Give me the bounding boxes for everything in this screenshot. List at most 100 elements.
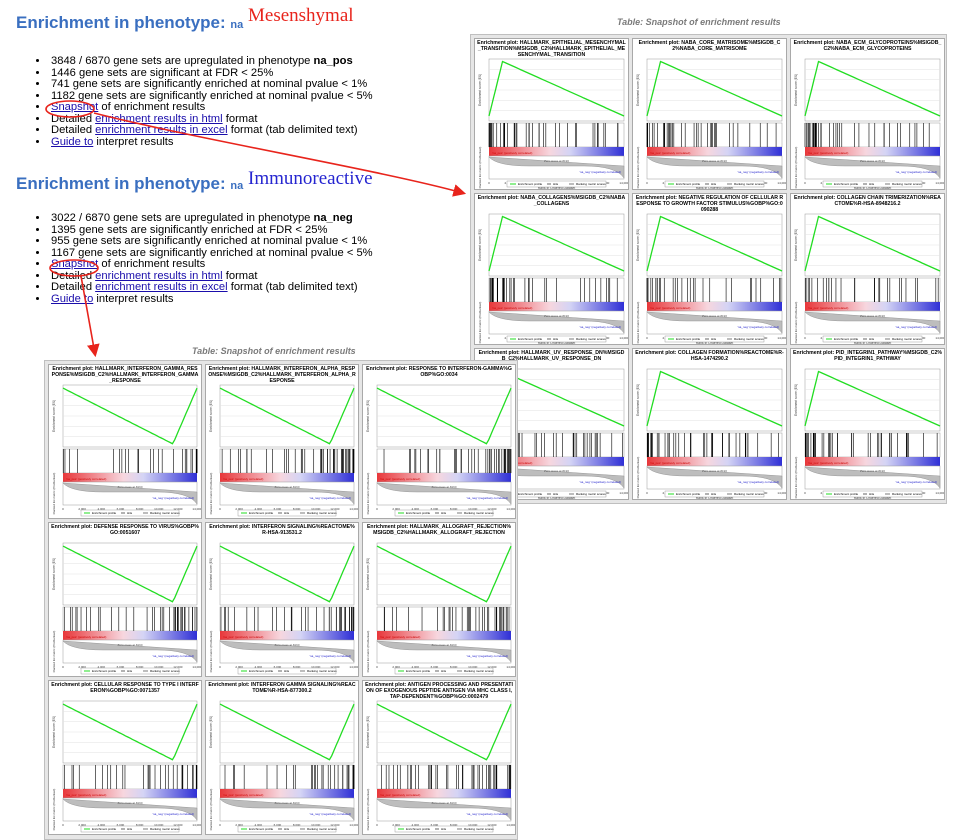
x-tick-label: 8,000 xyxy=(136,823,144,827)
legend-ranking-swatch xyxy=(569,493,574,495)
x-tick-label: 12,000 xyxy=(173,665,183,669)
guide-link[interactable]: Guide to xyxy=(51,135,94,148)
annotation-text: Mesenshymal xyxy=(248,5,354,26)
enrichment-plot-cell[interactable]: Zero cross at 8190 'na_pos' (positively c… xyxy=(48,522,202,677)
html-results-link[interactable]: enrichment results in html xyxy=(95,269,223,282)
enrichment-plot-cell[interactable]: Zero cross at 8190 'na_pos' (positively c… xyxy=(474,38,629,190)
enrichment-plot-cell[interactable]: Zero cross at 8190 'na_pos' (positively c… xyxy=(474,193,629,345)
x-tick-label: 2,000 xyxy=(78,665,86,669)
enrichment-plot-cell[interactable]: Zero cross at 8190 'na_pos' (positively c… xyxy=(362,364,516,519)
x-tick-label: 10,000 xyxy=(468,823,478,827)
zero-cross-label: Zero cross at 8190 xyxy=(117,643,142,647)
snapshot-link[interactable]: Snapshot xyxy=(51,258,99,270)
legend-profile-label: Enrichment profile xyxy=(518,182,543,186)
pos-correlated-label: 'na_pos' (positively correlated) xyxy=(66,635,106,639)
legend-box xyxy=(394,667,494,675)
snapshot-link[interactable]: Snapshot xyxy=(51,101,99,113)
y-axis-label-es: Enrichment score (ES) xyxy=(478,74,482,106)
x-tick-label: 14,000 xyxy=(192,507,202,511)
neg-correlated-label: 'na_neg' (negatively correlated) xyxy=(579,170,621,174)
enrichment-plot-cell[interactable]: Zero cross at 8190 'na_pos' (positively c… xyxy=(205,680,359,835)
x-tick-label: 0 xyxy=(62,665,64,669)
legend-hits-label: Hits xyxy=(127,511,133,515)
legend-hits-label: Hits xyxy=(869,492,875,496)
neg-correlated-label: 'na_neg' (negatively correlated) xyxy=(152,812,194,816)
rank-gradient-bar xyxy=(377,631,511,640)
y-axis-label-es: Enrichment score (ES) xyxy=(636,384,640,416)
item-text: format (tab delimited text) xyxy=(227,124,358,136)
rank-gradient-bar xyxy=(805,302,940,311)
enrichment-plot-svg: Zero cross at 8190 'na_pos' (positively c… xyxy=(209,384,358,517)
es-curve xyxy=(646,215,783,272)
plot-title: Enrichment plot: NABA_ECM_GLYCOPROTEINS%… xyxy=(793,40,942,52)
es-curve xyxy=(804,60,941,117)
pos-correlated-label: 'na_pos' (positively correlated) xyxy=(66,793,106,797)
neg-correlated-label: 'na_neg' (negatively correlated) xyxy=(895,325,937,329)
legend-hits-label: Hits xyxy=(284,511,290,515)
y-axis-label-ranked: Ranked list metric (PreRanked) xyxy=(636,147,640,189)
list-item: Guide to interpret results xyxy=(49,135,373,149)
x-tick-label: 6,000 xyxy=(117,823,125,827)
zero-cross-label: Zero cross at 8190 xyxy=(544,314,569,318)
enrichment-plot-cell[interactable]: Zero cross at 8190 'na_pos' (positively c… xyxy=(205,364,359,519)
zero-cross-label: Zero cross at 8190 xyxy=(274,643,299,647)
plot-title: Enrichment plot: NABA_CORE_MATRISOME%MSI… xyxy=(638,40,781,52)
pos-correlated-label: 'na_pos' (positively correlated) xyxy=(223,793,263,797)
enrichment-plot-cell[interactable]: Zero cross at 8190 'na_pos' (positively c… xyxy=(362,522,516,677)
x-tick-label: 8,000 xyxy=(293,665,301,669)
phenotype-label: na_pos xyxy=(313,55,353,67)
plot-title: Enrichment plot: HALLMARK_EPITHELIAL_MES… xyxy=(477,40,626,58)
legend-ranking-swatch xyxy=(885,338,890,340)
plot-title: Enrichment plot: PID_INTEGRIN1_PATHWAY%M… xyxy=(793,350,942,362)
x-tick-label: 14,000 xyxy=(349,823,359,827)
excel-results-link[interactable]: enrichment results in excel xyxy=(95,124,228,136)
x-axis-label: Rank in Ordered Dataset xyxy=(538,341,576,345)
legend-ranking-swatch xyxy=(727,338,732,340)
item-text: 3848 / 6870 gene sets are upregulated in… xyxy=(51,55,314,67)
legend-hits-label: Hits xyxy=(553,337,559,341)
enrichment-plot-cell[interactable]: Zero cross at 8190 'na_pos' (positively c… xyxy=(632,38,787,190)
y-axis-label-ranked: Ranked list metric (PreRanked) xyxy=(209,789,213,831)
neg-correlated-label: 'na_neg' (negatively correlated) xyxy=(309,812,351,816)
enrichment-plot-svg: Zero cross at 8190 'na_pos' (positively c… xyxy=(478,213,628,345)
legend-hits-label: Hits xyxy=(441,827,447,831)
legend-ranking-label: Ranking metric scores xyxy=(150,827,180,831)
x-tick-label: 14,000 xyxy=(192,665,202,669)
x-tick-label: 0 xyxy=(646,491,648,495)
enrichment-plot-cell[interactable]: Zero cross at 8190 'na_pos' (positively c… xyxy=(48,364,202,519)
enrichment-plot-cell[interactable]: Zero cross at 8190 'na_pos' (positively c… xyxy=(362,680,516,835)
legend-box xyxy=(664,490,765,498)
annotation-text: Immunoreactive xyxy=(248,168,373,189)
enrichment-plot-cell[interactable]: Zero cross at 8190 'na_pos' (positively c… xyxy=(632,348,787,500)
legend-box xyxy=(394,825,494,833)
y-axis-label-ranked: Ranked list metric (PreRanked) xyxy=(478,302,482,344)
item-text: interpret results xyxy=(93,135,174,148)
hits-frame xyxy=(62,606,198,632)
enrichment-plot-cell[interactable]: Zero cross at 8190 'na_pos' (positively c… xyxy=(205,522,359,677)
legend-ranking-label: Ranking metric scores xyxy=(150,669,180,673)
item-text: Detailed xyxy=(51,112,96,125)
html-results-link[interactable]: enrichment results in html xyxy=(95,112,223,125)
es-curve xyxy=(62,703,198,761)
legend-box xyxy=(822,335,923,343)
legend-ranking-label: Ranking metric scores xyxy=(576,182,606,186)
x-tick-label: 14,000 xyxy=(935,181,945,185)
enrichment-plot-cell[interactable]: Zero cross at 8190 'na_pos' (positively c… xyxy=(790,193,945,345)
list-item: Guide to interpret results xyxy=(49,292,373,306)
section1-summary-list: 3848 / 6870 gene sets are upregulated in… xyxy=(34,55,373,149)
neg-correlated-label: 'na_neg' (negatively correlated) xyxy=(152,654,194,658)
excel-results-link[interactable]: enrichment results in excel xyxy=(95,281,228,293)
zero-cross-label: Zero cross at 8190 xyxy=(702,159,727,163)
guide-link[interactable]: Guide to xyxy=(51,292,94,305)
enrichment-plot-cell[interactable]: Zero cross at 8190 'na_pos' (positively c… xyxy=(48,680,202,835)
item-text: Detailed xyxy=(51,124,96,136)
legend-ranking-label: Ranking metric scores xyxy=(892,337,922,341)
x-tick-label: 12,000 xyxy=(173,823,183,827)
es-curve xyxy=(804,370,941,427)
rank-gradient-bar xyxy=(63,631,197,640)
enrichment-plot-cell[interactable]: Zero cross at 8190 'na_pos' (positively c… xyxy=(790,38,945,190)
x-tick-label: 6,000 xyxy=(431,507,439,511)
enrichment-plot-cell[interactable]: Zero cross at 8190 'na_pos' (positively c… xyxy=(632,193,787,345)
enrichment-plot-cell[interactable]: Zero cross at 8190 'na_pos' (positively c… xyxy=(790,348,945,500)
x-tick-label: 14,000 xyxy=(349,665,359,669)
